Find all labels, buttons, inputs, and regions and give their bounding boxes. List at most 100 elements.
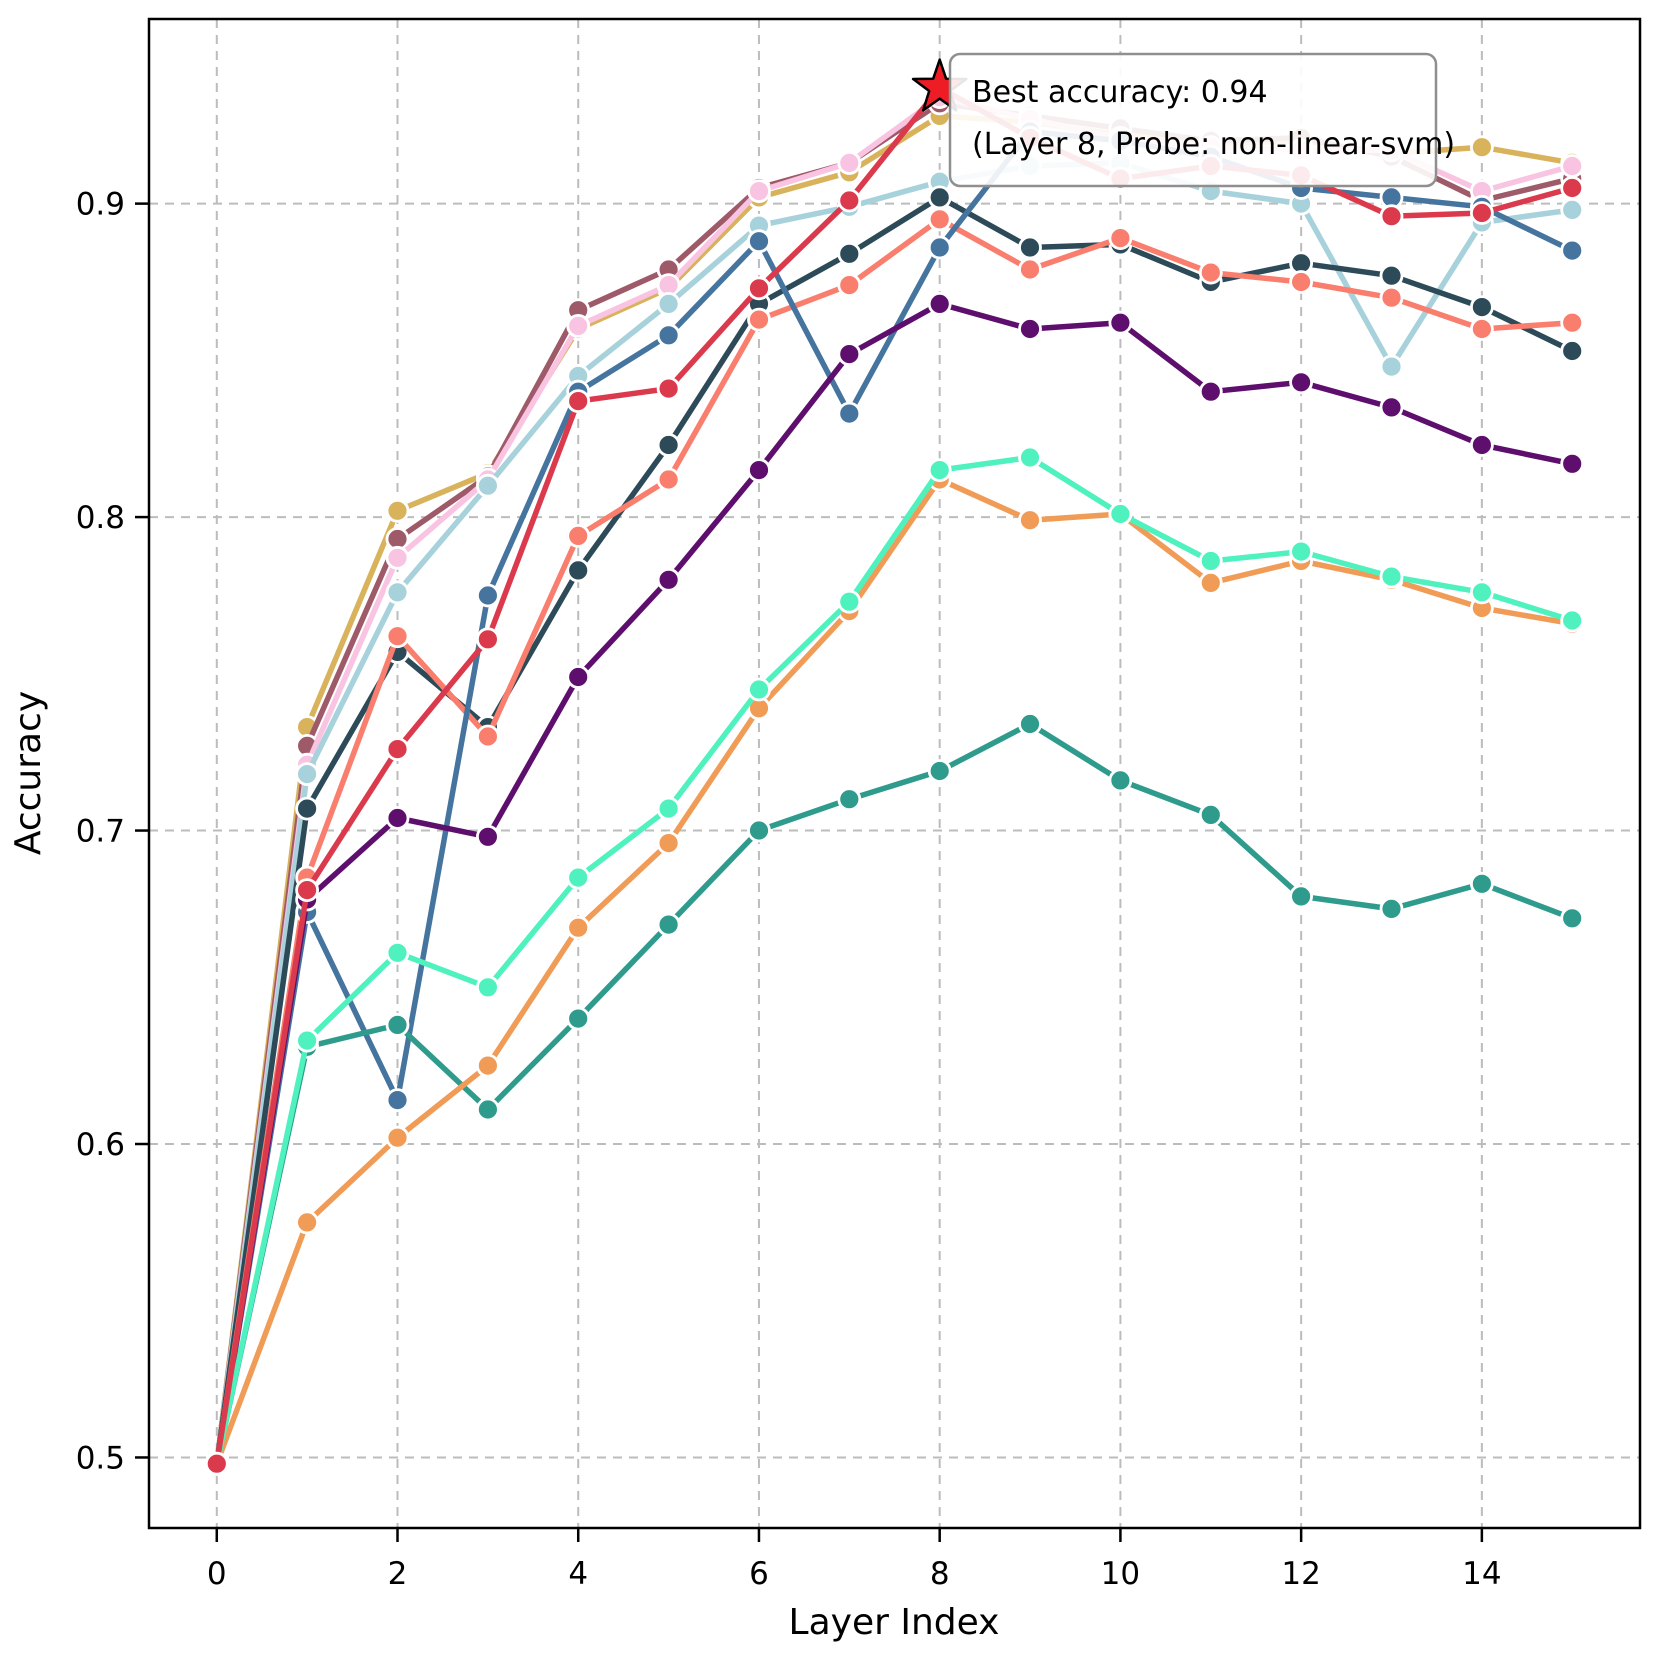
- data-point-salmon: [475, 724, 500, 749]
- data-point-pale-blue: [1560, 197, 1585, 222]
- annotation-line-1: Best accuracy: 0.94: [972, 75, 1268, 110]
- data-point-teal: [1470, 871, 1494, 896]
- data-point-dark-slate: [927, 185, 952, 210]
- data-point-purple: [1018, 317, 1042, 341]
- data-point-dark-slate: [837, 241, 862, 266]
- data-point-teal: [1560, 906, 1585, 931]
- data-point-gold: [385, 498, 410, 523]
- data-point-teal: [1379, 897, 1404, 921]
- data-point-purple: [837, 342, 862, 367]
- series-line-non-linear-svm: [214, 84, 1575, 1467]
- data-point-steel-blue: [747, 229, 771, 254]
- y-axis-label: Accuracy: [8, 691, 49, 855]
- data-point-salmon: [385, 624, 410, 649]
- best-accuracy-annotation: Best accuracy: 0.94 (Layer 8, Probe: non…: [948, 52, 1455, 188]
- data-point-steel-blue: [1560, 238, 1585, 263]
- x-tick-label: 14: [1462, 1556, 1501, 1592]
- y-tick-label: 0.9: [76, 187, 125, 223]
- x-tick-label: 8: [930, 1556, 950, 1592]
- data-point-pale-blue: [385, 580, 410, 605]
- series-line-gold: [214, 113, 1575, 1467]
- data-point-purple: [1470, 433, 1494, 457]
- data-point-non-linear-svm: [295, 878, 320, 902]
- data-point-gold: [1470, 135, 1494, 160]
- data-point-teal: [1108, 768, 1133, 793]
- x-tick-label: 2: [388, 1556, 408, 1592]
- x-tick-label: 10: [1101, 1556, 1140, 1592]
- data-point-aquamarine: [656, 796, 681, 821]
- data-point-pale-blue: [1379, 354, 1404, 379]
- data-point-aquamarine: [837, 589, 862, 614]
- data-point-purple: [1289, 370, 1313, 395]
- data-point-pink: [837, 150, 862, 175]
- data-point-purple: [747, 458, 771, 483]
- series-line-purple: [214, 301, 1575, 1467]
- axes: 0 2 4 6 8 10 12 14 0.5 0.6 0.7 0.8 0.9: [76, 17, 1642, 1592]
- series-line-salmon: [214, 216, 1575, 1467]
- data-point-purple: [385, 806, 410, 830]
- series-line-pale-blue: [214, 160, 1575, 1467]
- data-point-salmon: [1018, 257, 1042, 282]
- data-point-dark-slate: [1018, 235, 1042, 260]
- data-point-teal: [1018, 712, 1042, 736]
- data-point-aquamarine: [1470, 580, 1494, 605]
- data-point-orange: [1198, 571, 1223, 595]
- plot-frame: [147, 17, 1642, 1530]
- series-line-orange: [214, 476, 1575, 1467]
- data-point-salmon: [656, 467, 681, 492]
- y-tick-label: 0.7: [76, 814, 125, 850]
- data-point-orange: [385, 1125, 410, 1150]
- data-point-non-linear-svm: [566, 389, 591, 414]
- data-point-purple: [475, 824, 500, 849]
- data-point-salmon: [566, 524, 591, 548]
- data-point-salmon: [1379, 285, 1404, 310]
- series-line-aquamarine: [214, 454, 1575, 1467]
- data-point-salmon: [1198, 260, 1223, 285]
- data-point-teal: [566, 1006, 591, 1031]
- data-point-dark-slate: [656, 433, 681, 457]
- data-point-pink: [747, 179, 771, 204]
- data-point-orange: [656, 831, 681, 855]
- x-tick-label: 0: [207, 1556, 227, 1592]
- data-point-orange: [295, 1210, 320, 1235]
- data-point-aquamarine: [747, 677, 771, 702]
- data-point-purple: [656, 567, 681, 592]
- data-point-dark-slate: [295, 796, 320, 821]
- data-point-aquamarine: [475, 975, 500, 1000]
- data-point-pink: [1560, 154, 1585, 178]
- data-point-pale-blue: [656, 291, 681, 316]
- data-point-non-linear-svm: [656, 376, 681, 401]
- data-point-aquamarine: [1198, 549, 1223, 573]
- data-point-teal: [927, 759, 952, 783]
- data-point-purple: [1379, 395, 1404, 420]
- data-point-pink: [385, 545, 410, 570]
- y-tick-label: 0.8: [76, 500, 125, 536]
- data-point-teal: [1198, 803, 1223, 827]
- series-lines: [204, 58, 1585, 1476]
- data-point-aquamarine: [1108, 502, 1133, 526]
- data-point-non-linear-svm: [475, 627, 500, 652]
- data-point-non-linear-svm: [204, 1451, 229, 1476]
- x-tick-label: 12: [1281, 1556, 1320, 1592]
- data-point-steel-blue: [927, 235, 952, 260]
- data-point-pink: [566, 313, 591, 338]
- data-point-purple: [927, 291, 952, 316]
- data-point-salmon: [927, 207, 952, 232]
- data-point-steel-blue: [656, 323, 681, 348]
- x-tick-label: 4: [568, 1556, 588, 1592]
- data-point-teal: [747, 818, 771, 843]
- data-point-non-linear-svm: [1560, 176, 1585, 200]
- data-point-salmon: [1108, 226, 1133, 251]
- data-point-non-linear-svm: [1379, 204, 1404, 229]
- data-point-aquamarine: [566, 865, 591, 890]
- data-point-salmon: [747, 307, 771, 332]
- data-point-dark-slate: [566, 558, 591, 583]
- data-point-aquamarine: [927, 458, 952, 483]
- y-tick-label: 0.5: [76, 1440, 125, 1476]
- data-point-aquamarine: [1560, 608, 1585, 633]
- data-point-orange: [1018, 508, 1042, 533]
- data-point-salmon: [1560, 310, 1585, 335]
- data-point-teal: [656, 912, 681, 937]
